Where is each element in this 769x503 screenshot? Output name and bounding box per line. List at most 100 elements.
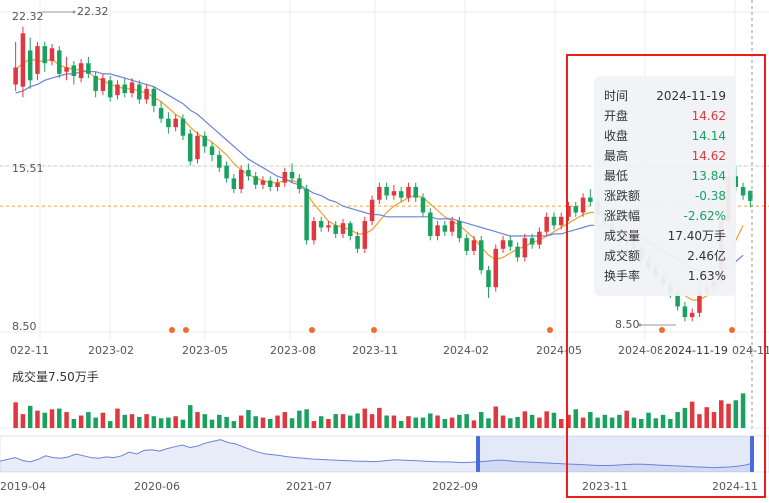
candle-body [348, 223, 353, 236]
navigator-axis-label: 2019-04 [0, 480, 46, 493]
volume-bar [384, 415, 389, 428]
tooltip-value: 1.63% [687, 269, 726, 283]
crosshair-date-box [662, 342, 732, 358]
candle-body [500, 240, 506, 249]
volume-bar [398, 421, 404, 428]
candle-body [529, 238, 535, 245]
tooltip-row: 最高 14.62 [604, 146, 726, 166]
volume-bar [275, 415, 280, 428]
volume-bar [580, 417, 586, 428]
candle-body [122, 84, 128, 94]
tooltip-value: 14.14 [691, 129, 726, 143]
tooltip-key: 时间 [604, 89, 629, 103]
volume-bar [158, 418, 164, 428]
volume-bar [631, 417, 637, 428]
candle-body [675, 293, 680, 307]
candle-body [253, 176, 258, 185]
candle-body [217, 154, 222, 168]
volume-bar [78, 415, 84, 428]
volume-bar [471, 420, 477, 428]
volume-bar [522, 411, 528, 428]
candle-body [86, 63, 91, 74]
candle-body [267, 180, 273, 187]
volume-bar [449, 417, 455, 428]
volume-bar [689, 401, 695, 428]
volume-bar [638, 418, 644, 428]
candle-body [187, 133, 193, 162]
volume-bar [653, 418, 659, 428]
candle-body [275, 182, 280, 187]
navigator-axis-label: 2023-11 [582, 480, 628, 493]
volume-bar [20, 414, 26, 428]
volume-bar [362, 408, 368, 428]
candle-body [318, 221, 324, 228]
candle-body [100, 78, 106, 91]
candle-body [406, 186, 411, 198]
candle-body [493, 248, 499, 288]
candle-body [144, 88, 149, 100]
tooltip-row: 开盘 14.62 [604, 106, 726, 126]
candle-body [311, 221, 317, 241]
volume-bar [551, 412, 557, 428]
candle-body [27, 50, 33, 81]
candle-body [158, 108, 164, 119]
tooltip-key: 最高 [604, 149, 629, 163]
candle-body [326, 225, 331, 228]
candle-body [137, 84, 142, 100]
volume-bar [406, 416, 411, 428]
min-marker-label: 8.50 [615, 318, 640, 331]
candle-body [369, 199, 375, 222]
candle-body [588, 197, 593, 202]
candle-body [391, 191, 397, 196]
x-axis-label: 2024-08 [618, 344, 664, 357]
x-axis-label: 2023-11 [352, 344, 398, 357]
volume-bar [195, 412, 200, 428]
event-marker-dot [183, 327, 189, 333]
event-marker-dot [659, 327, 665, 333]
volume-bar [558, 418, 564, 428]
candle-body [573, 206, 579, 213]
candle-body [151, 88, 157, 106]
candle-body [420, 197, 426, 213]
volume-bar [64, 412, 69, 428]
candle-body [333, 225, 338, 234]
volume-bar [187, 405, 193, 428]
volume-bar [486, 418, 491, 428]
volume-bar [326, 418, 331, 428]
navigator-handle[interactable] [750, 436, 754, 472]
volume-bar [42, 412, 47, 428]
volume-bar [675, 412, 680, 428]
candle-body [442, 225, 448, 232]
candle-body [486, 270, 491, 288]
volume-bar [173, 416, 178, 428]
tooltip-key: 收盘 [604, 129, 629, 143]
candle-body [740, 186, 746, 196]
volume-bar [107, 421, 113, 428]
volume-bar [311, 421, 317, 428]
highlight-box [566, 54, 766, 498]
candle-body [20, 33, 26, 87]
candle-body [508, 240, 513, 247]
navigator-handle[interactable] [476, 436, 480, 472]
candle-body [246, 169, 251, 177]
candle-body [57, 50, 62, 74]
volume-bar [719, 400, 724, 428]
volume-bar [267, 418, 273, 428]
candle-body [340, 223, 346, 234]
candle-body [93, 76, 98, 91]
tooltip-value: 2.46亿 [687, 249, 726, 263]
candle-body [471, 240, 477, 251]
volume-bar [27, 405, 33, 428]
candle-body [566, 206, 571, 217]
volume-bar [595, 417, 600, 428]
tooltip-value: -2.62% [683, 209, 726, 223]
volume-bar [246, 409, 251, 428]
event-marker-dot [547, 327, 553, 333]
candle-body [49, 48, 55, 62]
tooltip-key: 涨跌额 [604, 189, 641, 203]
tooltip-row: 时间 2024-11-19 [604, 86, 726, 106]
volume-bar [304, 409, 309, 428]
volume-bar [115, 408, 120, 428]
event-marker-dot [309, 327, 315, 333]
candle-body [107, 80, 113, 98]
